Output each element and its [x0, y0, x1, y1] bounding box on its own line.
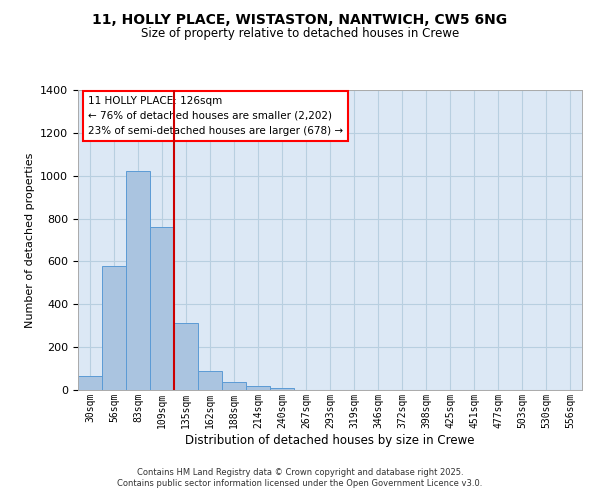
X-axis label: Distribution of detached houses by size in Crewe: Distribution of detached houses by size …	[185, 434, 475, 446]
Text: 11, HOLLY PLACE, WISTASTON, NANTWICH, CW5 6NG: 11, HOLLY PLACE, WISTASTON, NANTWICH, CW…	[92, 12, 508, 26]
Text: 11 HOLLY PLACE: 126sqm
← 76% of detached houses are smaller (2,202)
23% of semi-: 11 HOLLY PLACE: 126sqm ← 76% of detached…	[88, 96, 343, 136]
Text: Size of property relative to detached houses in Crewe: Size of property relative to detached ho…	[141, 28, 459, 40]
Text: Contains HM Land Registry data © Crown copyright and database right 2025.
Contai: Contains HM Land Registry data © Crown c…	[118, 468, 482, 487]
Y-axis label: Number of detached properties: Number of detached properties	[25, 152, 35, 328]
Bar	[150, 227, 174, 390]
Bar	[222, 382, 246, 390]
Bar	[126, 172, 150, 390]
Bar	[246, 386, 270, 390]
Bar	[174, 322, 198, 390]
Bar	[198, 371, 222, 390]
Bar	[270, 388, 294, 390]
Bar	[102, 266, 126, 390]
Bar	[78, 376, 102, 390]
